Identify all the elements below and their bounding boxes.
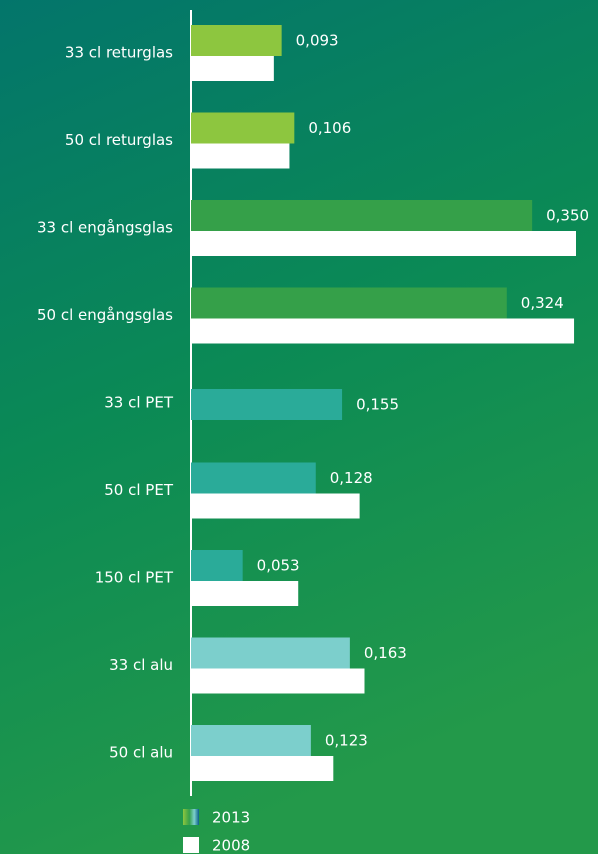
bar-2013 (191, 389, 342, 420)
value-label: 0,053 (257, 557, 300, 575)
value-label: 0,128 (330, 469, 373, 487)
legend-swatch (183, 809, 199, 825)
value-label: 0,093 (296, 32, 339, 50)
category-label: 33 cl alu (109, 656, 173, 674)
bar-2008 (191, 319, 574, 344)
bar-2008 (191, 231, 576, 256)
bar-2008 (191, 56, 274, 81)
category-label: 50 cl alu (109, 744, 173, 762)
bar-2008 (191, 581, 298, 606)
value-label: 0,155 (356, 396, 399, 414)
value-label: 0,324 (521, 294, 564, 312)
category-label: 50 cl PET (104, 481, 174, 499)
legend-label: 2008 (212, 837, 250, 854)
value-label: 0,163 (364, 644, 407, 662)
value-label: 0,106 (308, 119, 351, 137)
bar-2013 (191, 638, 350, 669)
bar-2008 (191, 669, 364, 694)
value-label: 0,123 (325, 732, 368, 750)
category-label: 33 cl engångsglas (37, 219, 173, 237)
legend-label: 2013 (212, 809, 250, 827)
page: {"chart_data": {"type": "hbar", "categor… (0, 0, 598, 854)
category-label: 33 cl returglas (65, 44, 173, 62)
bar-2008 (191, 756, 333, 781)
bar-2008 (191, 144, 289, 169)
category-label: 50 cl returglas (65, 131, 173, 149)
bar-2013 (191, 113, 294, 144)
bar-2013 (191, 725, 311, 756)
bar-2013 (191, 550, 243, 581)
legend-swatch (183, 837, 199, 853)
bar-2013 (191, 463, 316, 494)
bar-2013 (191, 288, 507, 319)
category-label: 50 cl engångsglas (37, 306, 173, 324)
chart: 33 cl returglas 0,093 50 cl returglas 0,106… (0, 0, 598, 854)
bar-2013 (191, 25, 282, 56)
bar-2013 (191, 200, 532, 231)
category-label: 33 cl PET (104, 394, 174, 412)
value-label: 0,350 (546, 207, 589, 225)
category-label: 150 cl PET (95, 569, 174, 587)
bar-2008 (191, 494, 360, 519)
